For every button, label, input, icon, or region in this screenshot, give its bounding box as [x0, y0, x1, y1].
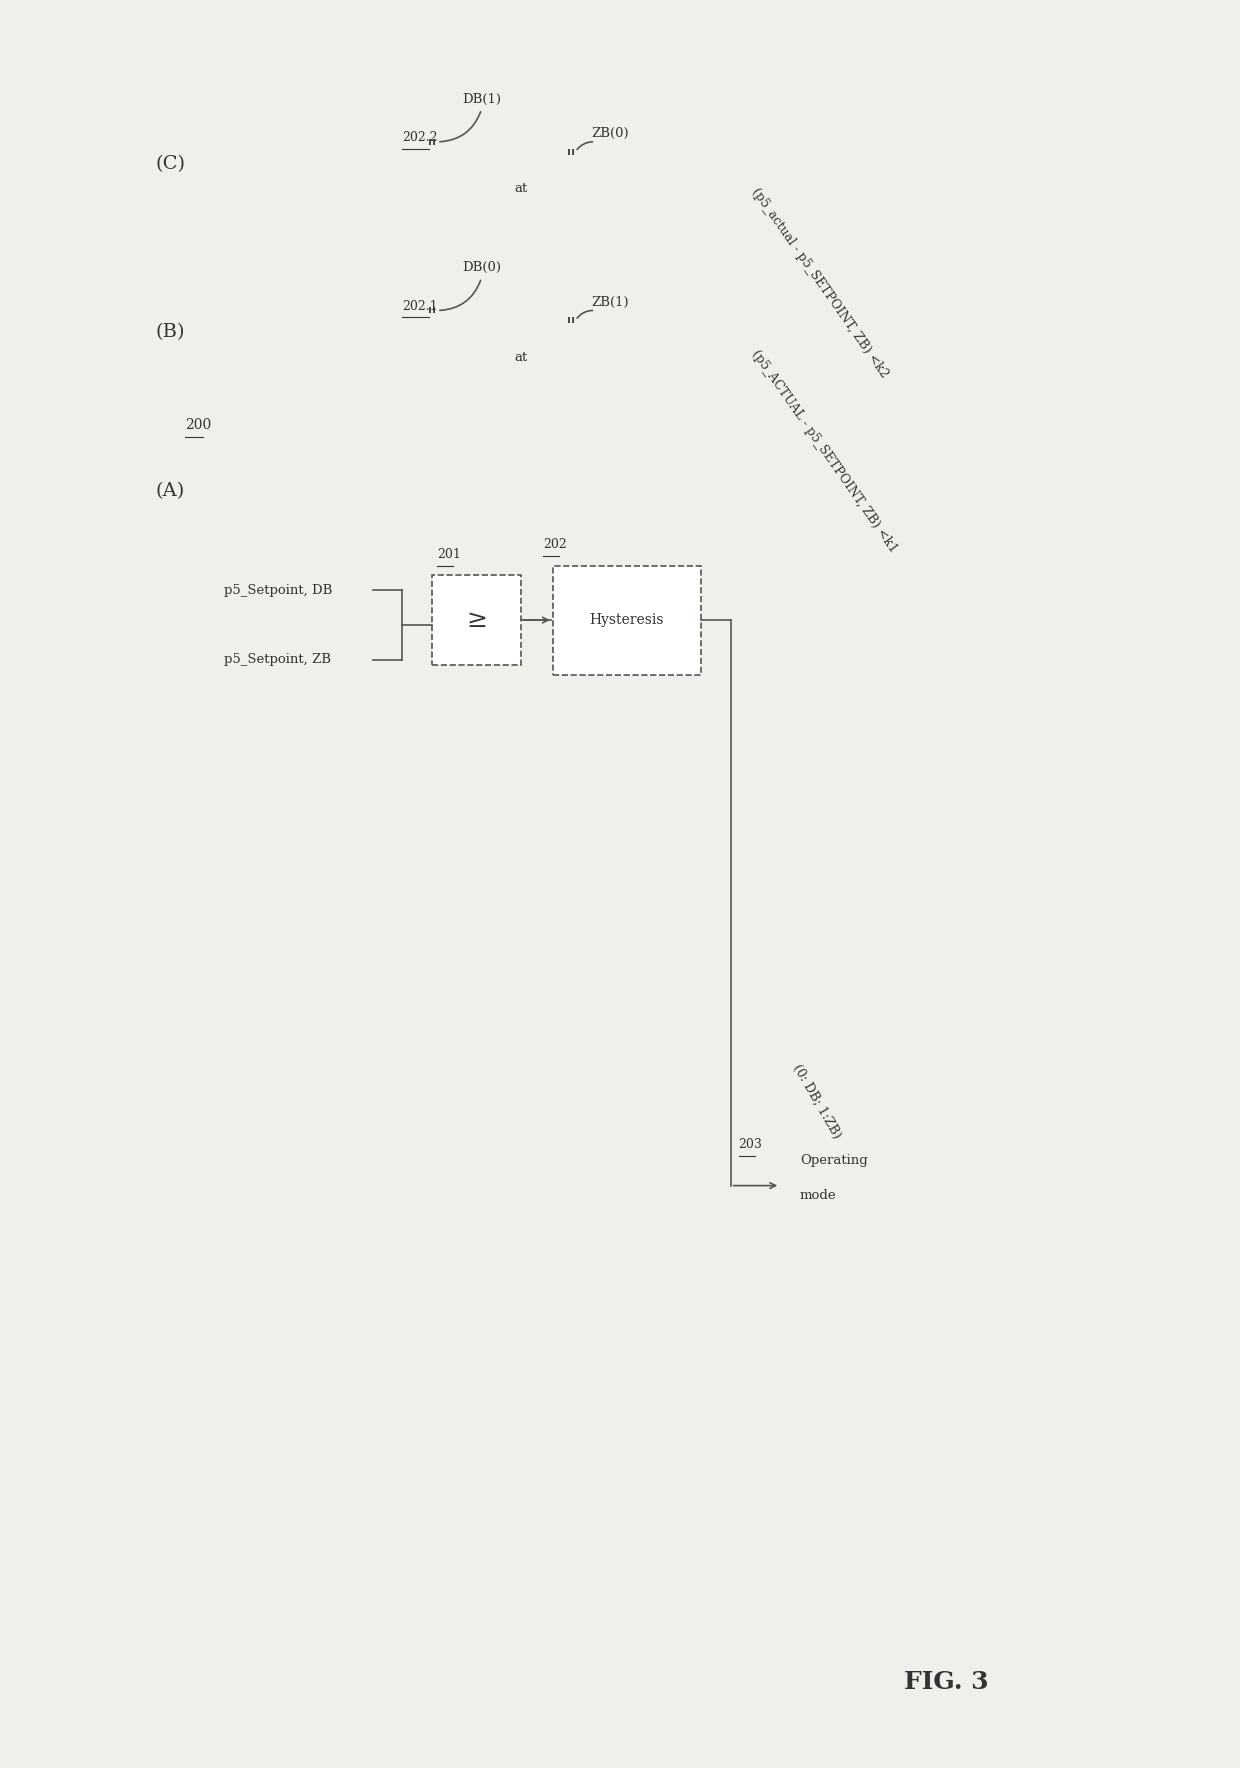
Text: p5_Setpoint, ZB: p5_Setpoint, ZB	[224, 652, 331, 667]
Text: DB(1): DB(1)	[463, 92, 501, 106]
Text: at: at	[515, 350, 528, 364]
Bar	[553, 566, 701, 675]
Text: at: at	[515, 182, 528, 194]
Text: 202: 202	[543, 537, 567, 550]
Text: Operating: Operating	[800, 1155, 868, 1167]
Text: 203: 203	[739, 1139, 763, 1151]
Text: ": "	[427, 138, 438, 159]
Text: (A): (A)	[155, 483, 185, 500]
Text: ": "	[427, 306, 438, 329]
Text: (p5_ACTUAL - p5_SETPOINT, ZB) <k1: (p5_ACTUAL - p5_SETPOINT, ZB) <k1	[749, 348, 899, 555]
Text: ": "	[565, 316, 575, 338]
Text: ≥: ≥	[466, 608, 487, 631]
Text: ZB(1): ZB(1)	[591, 295, 629, 309]
Text: (B): (B)	[155, 324, 185, 341]
Text: DB(0): DB(0)	[463, 262, 501, 274]
Text: 202.2: 202.2	[403, 131, 438, 143]
Text: 200: 200	[185, 417, 211, 431]
Text: Hysteresis: Hysteresis	[590, 613, 665, 628]
Text: (p5_actual - p5_SETPOINT, ZB) <k2: (p5_actual - p5_SETPOINT, ZB) <k2	[749, 186, 890, 380]
Text: p5_Setpoint, DB: p5_Setpoint, DB	[224, 583, 332, 598]
Text: 201: 201	[436, 548, 461, 560]
Text: mode: mode	[800, 1190, 837, 1202]
Text: FIG. 3: FIG. 3	[904, 1669, 988, 1694]
Text: (C): (C)	[155, 156, 185, 173]
Text: ZB(0): ZB(0)	[591, 127, 629, 140]
Text: ": "	[565, 149, 575, 170]
Bar	[432, 575, 521, 665]
Text: (0: DB; 1:ZB): (0: DB; 1:ZB)	[790, 1063, 843, 1140]
Text: 202.1: 202.1	[403, 299, 438, 313]
